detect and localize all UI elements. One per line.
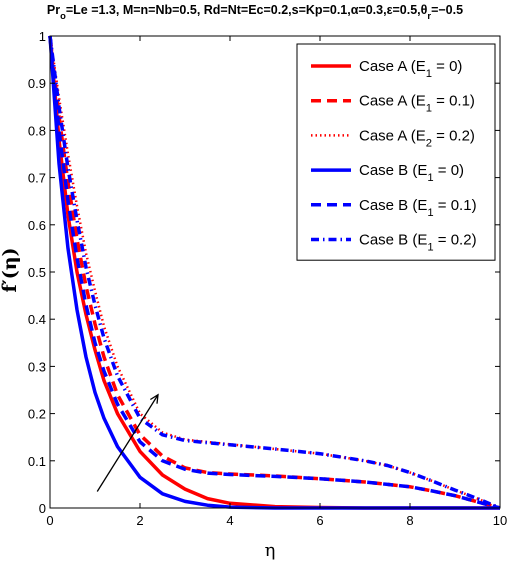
chart-title: Pro=Le =1.3, M=n=Nb=0.5, Rd=Nt=Ec=0.2,s=… [47, 3, 463, 21]
y-tick-label: 0.1 [28, 454, 46, 469]
legend-entry-2: Case A (E1 = 0.1) [359, 93, 475, 115]
legend-entry-4: Case B (E1 = 0) [359, 162, 464, 184]
legend-entry-3: Case A (E2 = 0.2) [359, 127, 475, 149]
legend-entry-6: Case B (E1 = 0.2) [359, 232, 477, 254]
x-tick-label: 2 [136, 513, 143, 528]
y-tick-label: 0.4 [28, 312, 46, 327]
y-tick-label: 0.7 [28, 171, 46, 186]
y-tick-label: 0.5 [28, 265, 46, 280]
legend-box [296, 43, 496, 261]
x-tick-label: 6 [316, 513, 323, 528]
y-axis-label: f′(η) [0, 248, 21, 293]
y-tick-label: 0.6 [28, 218, 46, 233]
y-tick-label: 0.3 [28, 359, 46, 374]
annotation-layer [96, 393, 159, 492]
x-axis: 0 2 4 6 8 10 [46, 36, 507, 528]
y-tick-label: 1 [39, 29, 46, 44]
arrow-head [150, 393, 159, 404]
series-line-6 [48, 35, 501, 510]
x-tick-label: 10 [493, 513, 507, 528]
x-tick-label: 8 [406, 513, 413, 528]
y-tick-label: 0 [39, 501, 46, 516]
y-tick-label: 0.8 [28, 123, 46, 138]
legend: Case A (E1 = 0) Case A (E1 = 0.1) Case A (… [296, 43, 496, 261]
arrow-annotation [96, 394, 159, 492]
y-tick-label: 0.9 [28, 76, 46, 91]
x-tick-label: 4 [226, 513, 233, 528]
legend-entry-5: Case B (E1 = 0.1) [359, 197, 477, 219]
legend-entry-1: Case A (E1 = 0) [359, 58, 462, 80]
x-tick-label: 0 [46, 513, 53, 528]
x-axis-label: η [265, 540, 276, 561]
series-line-5 [48, 35, 501, 510]
y-tick-label: 0.2 [28, 407, 46, 422]
y-axis: 0 0.1 0.2 0.3 0.4 0.5 0.6 0.7 0.8 0.9 1 [28, 29, 500, 516]
